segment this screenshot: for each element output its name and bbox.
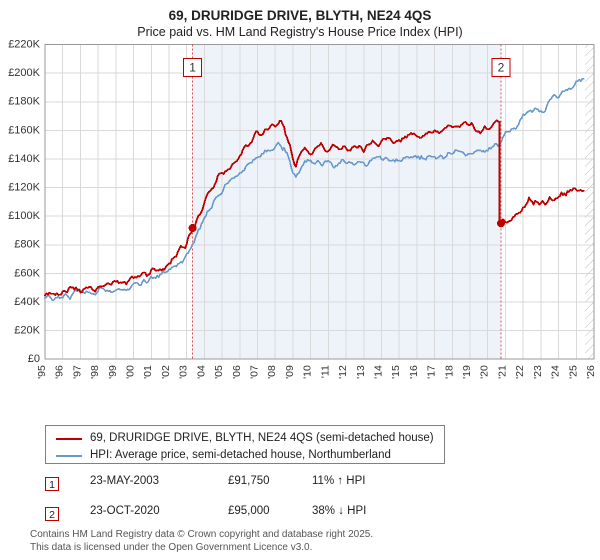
svg-text:£20K: £20K bbox=[14, 325, 40, 337]
svg-text:£120K: £120K bbox=[8, 182, 40, 194]
svg-text:'02: '02 bbox=[160, 365, 172, 379]
svg-text:£140K: £140K bbox=[8, 153, 40, 165]
svg-text:'99: '99 bbox=[107, 365, 119, 379]
svg-text:'12: '12 bbox=[337, 365, 349, 379]
svg-text:2: 2 bbox=[498, 61, 505, 75]
svg-text:'22: '22 bbox=[514, 365, 526, 379]
svg-text:£0: £0 bbox=[28, 353, 40, 365]
svg-text:'10: '10 bbox=[302, 365, 314, 379]
svg-text:'96: '96 bbox=[54, 365, 66, 379]
svg-text:'03: '03 bbox=[178, 365, 190, 379]
svg-text:'05: '05 bbox=[213, 365, 225, 379]
svg-text:'25: '25 bbox=[567, 365, 579, 379]
svg-text:'13: '13 bbox=[355, 365, 367, 379]
svg-text:'00: '00 bbox=[125, 365, 137, 379]
svg-text:'09: '09 bbox=[284, 365, 296, 379]
svg-text:£200K: £200K bbox=[8, 67, 40, 79]
svg-text:'01: '01 bbox=[142, 365, 154, 379]
svg-text:'20: '20 bbox=[479, 365, 491, 379]
svg-text:'18: '18 bbox=[443, 365, 455, 379]
svg-text:£180K: £180K bbox=[8, 96, 40, 108]
svg-text:'07: '07 bbox=[249, 365, 261, 379]
svg-text:'24: '24 bbox=[550, 365, 562, 379]
svg-text:'11: '11 bbox=[319, 365, 331, 378]
svg-text:'17: '17 bbox=[426, 365, 438, 379]
svg-text:'97: '97 bbox=[71, 365, 83, 379]
svg-text:'26: '26 bbox=[585, 365, 597, 379]
svg-text:£160K: £160K bbox=[8, 124, 40, 136]
svg-text:'04: '04 bbox=[195, 365, 207, 379]
svg-text:1: 1 bbox=[189, 61, 196, 75]
svg-text:'19: '19 bbox=[461, 365, 473, 379]
svg-text:'21: '21 bbox=[496, 365, 508, 379]
svg-text:'15: '15 bbox=[390, 365, 402, 379]
svg-text:'06: '06 bbox=[231, 365, 243, 379]
svg-text:'98: '98 bbox=[89, 365, 101, 379]
svg-text:£220K: £220K bbox=[8, 39, 40, 51]
svg-text:£40K: £40K bbox=[14, 296, 40, 308]
svg-text:'08: '08 bbox=[266, 365, 278, 379]
svg-text:'23: '23 bbox=[532, 365, 544, 379]
svg-text:£60K: £60K bbox=[14, 267, 40, 279]
svg-text:'95: '95 bbox=[36, 365, 48, 379]
svg-text:£80K: £80K bbox=[14, 239, 40, 251]
svg-text:'14: '14 bbox=[372, 365, 384, 379]
svg-text:£100K: £100K bbox=[8, 210, 40, 222]
svg-text:'16: '16 bbox=[408, 365, 420, 379]
